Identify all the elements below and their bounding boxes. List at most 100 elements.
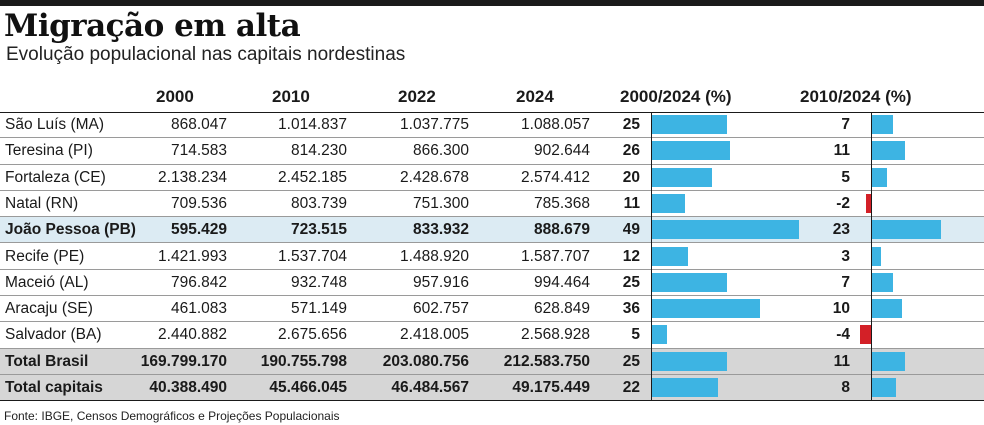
row-label: Aracaju (SE) xyxy=(5,300,93,318)
pct-2010-2024-label: 10 xyxy=(832,300,850,318)
pct-2000-2024-label: 20 xyxy=(622,168,640,186)
pct-2010-2024-label: 5 xyxy=(841,168,850,186)
cell-v2024: 1.587.707 xyxy=(521,247,590,265)
header-pct-2010-2024: 2010/2024 (%) xyxy=(800,87,912,106)
pct-2000-2024-bar xyxy=(652,351,727,371)
pct-2010-2024-label: -4 xyxy=(836,326,850,344)
table-row: Total capitais 40.388.490 45.466.045 46.484… xyxy=(0,375,984,402)
top-rule xyxy=(0,0,984,6)
pct-2000-2024-bar xyxy=(652,272,727,292)
cell-v2024: 888.679 xyxy=(533,221,590,239)
row-label: Maceió (AL) xyxy=(5,273,89,291)
table-row: Fortaleza (CE) 2.138.234 2.452.185 2.428.67… xyxy=(0,165,984,191)
pct-2000-2024-label: 26 xyxy=(622,142,640,160)
cell-v2022: 866.300 xyxy=(412,142,469,160)
table-row: Teresina (PI) 714.583 814.230 866.300 902.64… xyxy=(0,138,984,165)
pct-2000-2024-label: 25 xyxy=(622,352,640,370)
cell-v2024: 628.849 xyxy=(533,300,590,318)
cell-v2022: 602.757 xyxy=(412,300,469,318)
row-label: Recife (PE) xyxy=(5,247,85,265)
bar-axis-2010-2024 xyxy=(871,112,872,402)
pct-2000-2024-bar xyxy=(652,299,760,319)
pct-2010-2024-label: -2 xyxy=(836,194,850,212)
row-label: Salvador (BA) xyxy=(5,326,102,344)
cell-v2000: 796.842 xyxy=(170,273,227,291)
pct-2010-2024-bar xyxy=(872,299,902,319)
pct-2010-2024-bar xyxy=(872,246,881,266)
cell-v2024: 1.088.057 xyxy=(521,116,590,133)
table-row: Recife (PE) 1.421.993 1.537.704 1.488.920 1.… xyxy=(0,244,984,270)
cell-v2000: 714.583 xyxy=(170,142,227,160)
header-pct-2000-2024: 2000/2024 (%) xyxy=(620,87,732,106)
row-label: João Pessoa (PB) xyxy=(5,221,136,239)
cell-v2022: 2.428.678 xyxy=(400,168,469,186)
cell-v2000: 868.047 xyxy=(170,116,227,133)
pct-2010-2024-bar xyxy=(872,272,893,292)
cell-v2024: 212.583.750 xyxy=(503,352,590,370)
cell-v2010: 2.452.185 xyxy=(278,168,347,186)
cell-v2022: 46.484.567 xyxy=(391,379,469,396)
cell-v2022: 751.300 xyxy=(412,194,469,212)
table-row: Maceió (AL) 796.842 932.748 957.916 994.464 2… xyxy=(0,270,984,297)
cell-v2000: 2.440.882 xyxy=(158,326,227,344)
cell-v2022: 833.932 xyxy=(412,221,469,239)
pct-2000-2024-bar xyxy=(652,325,667,345)
row-label: Teresina (PI) xyxy=(5,142,93,160)
pct-2000-2024-bar xyxy=(652,141,730,161)
pct-2010-2024-bar xyxy=(872,167,887,187)
cell-v2024: 994.464 xyxy=(533,273,590,291)
cell-v2022: 1.037.775 xyxy=(400,116,469,133)
chart-subtitle: Evolução populacional nas capitais norde… xyxy=(6,44,406,65)
cell-v2010: 814.230 xyxy=(290,142,347,160)
pct-2000-2024-label: 5 xyxy=(631,326,640,344)
header-2000: 2000 xyxy=(156,87,194,106)
row-label: São Luís (MA) xyxy=(5,116,105,133)
bar-axis-2000-2024 xyxy=(651,112,652,402)
row-label: Total capitais xyxy=(5,379,103,396)
cell-v2010: 571.149 xyxy=(290,300,347,318)
pct-2010-2024-bar xyxy=(872,141,905,161)
cell-v2000: 595.429 xyxy=(170,221,227,239)
pct-2010-2024-label: 11 xyxy=(833,352,850,370)
cell-v2000: 709.536 xyxy=(170,194,227,212)
pct-2000-2024-bar xyxy=(652,167,712,187)
table-row: São Luís (MA) 868.047 1.014.837 1.037.775 1.… xyxy=(0,112,984,139)
pct-2000-2024-bar xyxy=(652,246,688,266)
cell-v2022: 957.916 xyxy=(412,273,469,291)
pct-2010-2024-bar xyxy=(872,220,941,240)
header-2010: 2010 xyxy=(272,87,310,106)
cell-v2024: 2.574.412 xyxy=(521,168,590,186)
cell-v2000: 1.421.993 xyxy=(158,247,227,265)
cell-v2022: 203.080.756 xyxy=(382,352,469,370)
pct-2000-2024-bar xyxy=(652,378,718,397)
pct-2010-2024-label: 8 xyxy=(841,379,850,396)
pct-2010-2024-label: 3 xyxy=(841,247,850,265)
pct-2000-2024-label: 12 xyxy=(622,247,640,265)
pct-2000-2024-label: 25 xyxy=(622,116,640,133)
cell-v2024: 49.175.449 xyxy=(512,379,590,396)
pct-2000-2024-label: 25 xyxy=(622,273,640,291)
pct-2000-2024-bar xyxy=(652,220,799,240)
cell-v2024: 902.644 xyxy=(533,142,590,160)
table-row: Total Brasil 169.799.170 190.755.798 203.08… xyxy=(0,348,984,375)
row-label: Natal (RN) xyxy=(5,194,79,212)
table-row: Aracaju (SE) 461.083 571.149 602.757 628.849… xyxy=(0,296,984,323)
cell-v2024: 2.568.928 xyxy=(521,326,590,344)
population-table: 2000 2010 2022 2024 2000/2024 (%) 2010/2… xyxy=(0,82,984,402)
row-label: Fortaleza (CE) xyxy=(5,168,106,186)
pct-2010-2024-bar xyxy=(866,193,872,213)
cell-v2010: 1.537.704 xyxy=(278,247,347,265)
table-row: João Pessoa (PB) 595.429 723.515 833.932 888… xyxy=(0,217,984,244)
cell-v2010: 190.755.798 xyxy=(260,352,347,370)
cell-v2010: 45.466.045 xyxy=(269,379,347,396)
cell-v2022: 1.488.920 xyxy=(400,247,469,265)
cell-v2000: 461.083 xyxy=(170,300,227,318)
pct-2010-2024-bar xyxy=(872,378,896,397)
pct-2000-2024-label: 36 xyxy=(622,300,640,318)
pct-2000-2024-label: 11 xyxy=(623,194,640,212)
source-note: Fonte: IBGE, Censos Demográficos e Proje… xyxy=(4,409,340,423)
table-row: Natal (RN) 709.536 803.739 751.300 785.368 11… xyxy=(0,191,984,218)
cell-v2010: 803.739 xyxy=(290,194,347,212)
cell-v2000: 169.799.170 xyxy=(140,352,227,370)
pct-2010-2024-bar xyxy=(872,115,893,134)
